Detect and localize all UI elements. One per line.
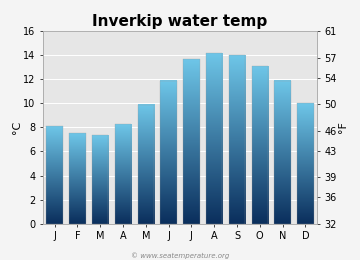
Text: © www.seatemperature.org: © www.seatemperature.org — [131, 252, 229, 259]
Bar — [92, 135, 108, 224]
Bar — [229, 55, 245, 224]
Bar — [274, 81, 291, 224]
Bar — [252, 66, 268, 224]
Bar — [297, 103, 314, 224]
Bar — [161, 81, 177, 224]
Bar — [46, 126, 63, 224]
Bar — [69, 133, 86, 224]
Bar — [183, 59, 199, 224]
Bar — [115, 124, 131, 224]
Bar — [206, 53, 222, 224]
Y-axis label: °F: °F — [338, 121, 348, 133]
Title: Inverkip water temp: Inverkip water temp — [93, 14, 267, 29]
Y-axis label: °C: °C — [12, 121, 22, 134]
Bar — [138, 105, 154, 224]
